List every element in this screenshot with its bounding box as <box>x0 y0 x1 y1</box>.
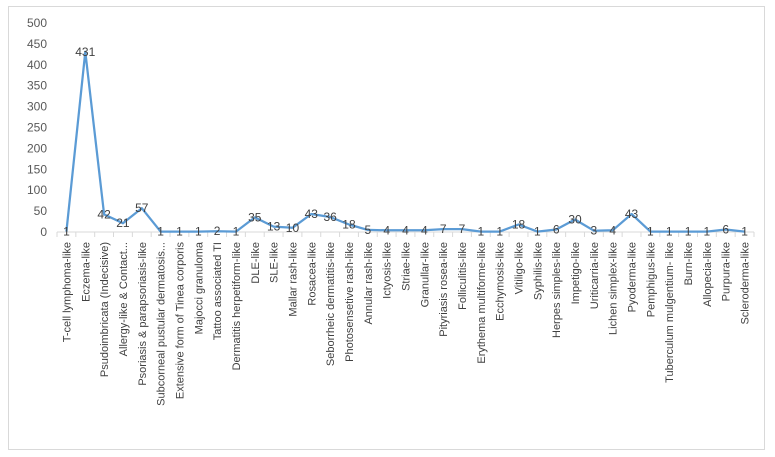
category-label: Allopecia-like <box>702 242 714 307</box>
category-label: Eczema-like <box>80 242 92 302</box>
data-label: 7 <box>440 222 447 236</box>
category-label: Photosensetive rash-like <box>344 242 356 362</box>
category-label: Psoriasis & parapsoriasis-like <box>137 242 149 386</box>
data-label: 36 <box>323 210 337 224</box>
data-label: 1 <box>496 225 503 239</box>
data-label: 1 <box>685 225 692 239</box>
category-label: Tattoo associated TI <box>212 242 224 340</box>
category-label: Psudoimbricata (Indecisive) <box>99 242 111 377</box>
chart-frame: 0 50 100 150 200 250 300 350 400 450 500 1 431 42 21 5… <box>8 6 765 450</box>
data-label: 1 <box>647 225 654 239</box>
data-label: 1 <box>741 225 748 239</box>
category-label: Scleroderma-like <box>740 242 752 325</box>
data-label: 1 <box>534 225 541 239</box>
category-label: Majocci granuloma <box>193 241 205 334</box>
category-label: Lichen simplex-like <box>608 242 620 335</box>
data-label: 43 <box>305 207 319 221</box>
data-label: 13 <box>267 220 281 234</box>
category-label: Ecchymosis-like <box>495 242 507 321</box>
data-label: 57 <box>135 201 149 215</box>
category-label: Extensive form of Tinea corporis <box>174 242 186 400</box>
category-label: Erythema multiforme-like <box>476 242 488 364</box>
category-label: DLE-like <box>250 242 262 284</box>
category-label: Striae-like <box>401 242 413 291</box>
data-label: 3 <box>591 224 598 238</box>
data-label: 7 <box>459 222 466 236</box>
data-label: 6 <box>553 222 560 236</box>
category-label: Pyoderma-like <box>627 242 639 312</box>
data-label: 35 <box>248 210 262 224</box>
y-tick-label: 300 <box>27 100 47 114</box>
category-label: Burn-like <box>683 242 695 285</box>
data-label: 18 <box>512 217 526 231</box>
category-label: Tuberculum mulgentium- like <box>664 242 676 383</box>
category-label: Uriticarria-like <box>589 242 601 309</box>
category-label: Folliculitis-like <box>457 242 469 310</box>
y-tick-label: 200 <box>27 141 47 155</box>
data-label: 1 <box>233 225 240 239</box>
category-label: Dermatitis herpetiform-like <box>231 242 243 370</box>
data-label: 4 <box>383 223 390 237</box>
data-label: 42 <box>97 207 111 221</box>
data-label: 1 <box>63 225 70 239</box>
category-labels: T-cell lymphoma-like Eczema-like Psudoimbr… <box>61 241 751 406</box>
category-label: Herpes simples-like <box>551 242 563 338</box>
data-label: 2 <box>214 224 221 238</box>
y-axis-ticks: 0 50 100 150 200 250 300 350 400 450 500 <box>27 16 47 239</box>
data-label: 1 <box>704 225 711 239</box>
series <box>65 50 745 233</box>
y-tick-label: 150 <box>27 162 47 176</box>
data-label: 30 <box>568 212 582 226</box>
category-label: Subcorneal pustular dermatosis... <box>156 242 168 406</box>
category-label: Mallar rash-like <box>287 242 299 317</box>
data-label: 1 <box>195 225 202 239</box>
category-label: Pityriasis rosea-like <box>438 242 450 337</box>
data-label: 1 <box>666 225 673 239</box>
category-label: Annular rash-like <box>363 242 375 325</box>
data-label: 10 <box>286 221 300 235</box>
data-label: 21 <box>116 216 130 230</box>
category-label: Impetigo-like <box>570 242 582 304</box>
data-label: 4 <box>609 223 616 237</box>
category-label: Allergy-like & Contact... <box>118 242 130 356</box>
y-tick-label: 50 <box>34 204 48 218</box>
data-label: 431 <box>75 45 95 59</box>
y-tick-label: 450 <box>27 37 47 51</box>
data-label: 18 <box>342 217 356 231</box>
y-tick-label: 0 <box>40 225 47 239</box>
series-line <box>65 50 745 233</box>
data-label: 43 <box>625 207 639 221</box>
y-tick-label: 400 <box>27 58 47 72</box>
category-label: Vitiligo-like <box>514 242 526 294</box>
data-label: 5 <box>364 223 371 237</box>
category-label: Rosacea-like <box>306 242 318 306</box>
y-tick-label: 350 <box>27 79 47 93</box>
category-label: T-cell lymphoma-like <box>61 242 73 342</box>
y-tick-label: 500 <box>27 16 47 30</box>
data-label: 1 <box>176 225 183 239</box>
category-label: SLE-like <box>269 242 281 283</box>
category-label: Purpura-like <box>721 242 733 301</box>
data-label: 4 <box>402 223 409 237</box>
category-label: Seborrheic dermatitis-like <box>325 242 337 366</box>
data-label: 1 <box>157 225 164 239</box>
data-label: 1 <box>478 225 485 239</box>
category-label: Granullar-like <box>419 242 431 307</box>
data-label: 6 <box>722 222 729 236</box>
category-label: Pemphigus-like <box>645 242 657 317</box>
y-tick-label: 100 <box>27 183 47 197</box>
y-tick-label: 250 <box>27 121 47 135</box>
category-label: Ictyosis-like <box>382 242 394 299</box>
data-label: 4 <box>421 223 428 237</box>
category-label: Syphilis-like <box>532 242 544 300</box>
